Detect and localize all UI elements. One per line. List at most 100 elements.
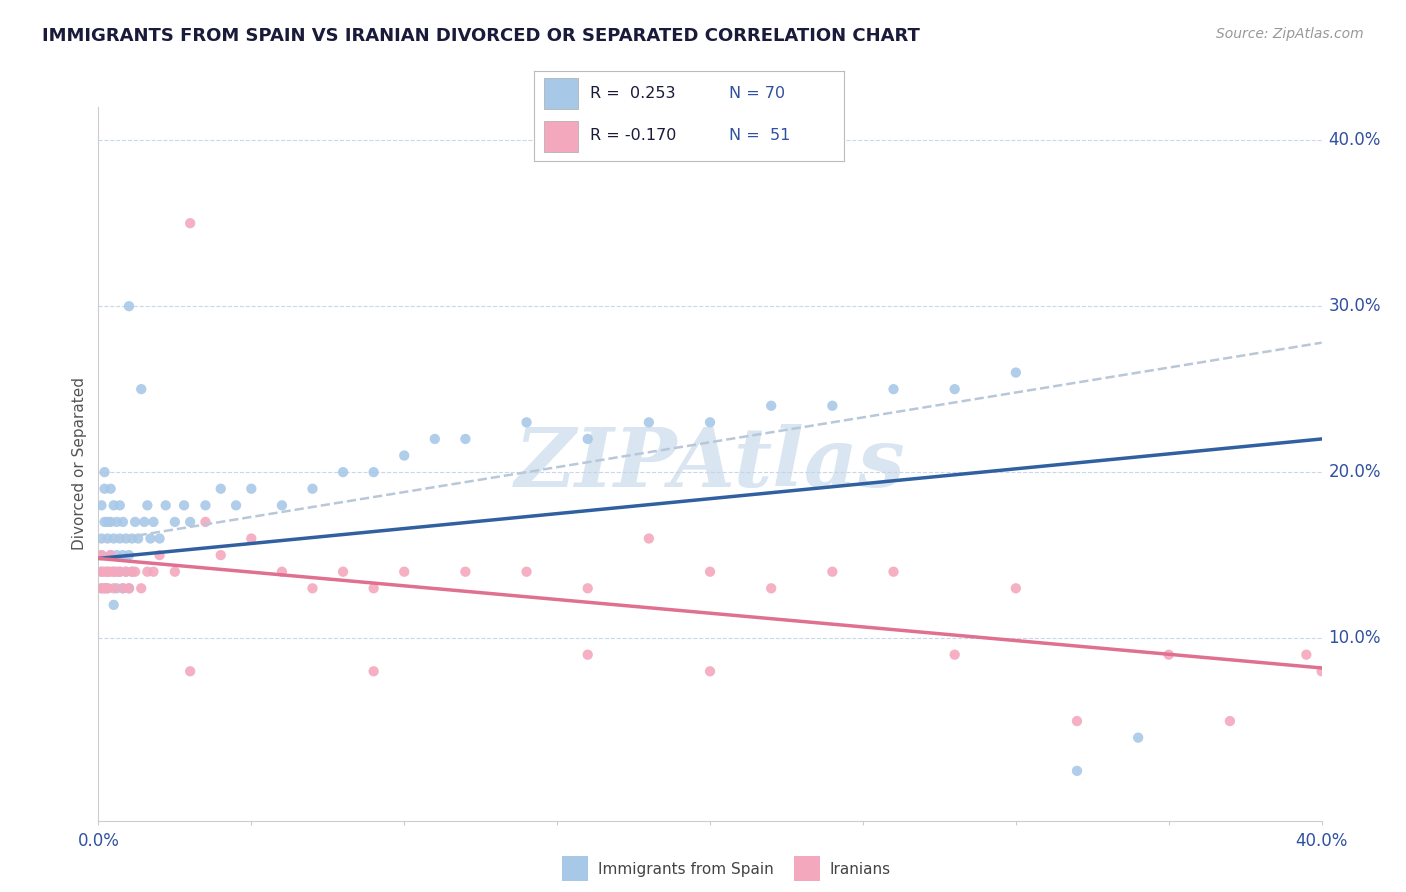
Point <box>105 515 128 529</box>
Point <box>108 565 131 579</box>
Point <box>363 665 385 679</box>
Point <box>516 415 538 429</box>
Point <box>108 532 131 546</box>
Point <box>759 399 782 413</box>
Point <box>127 532 149 546</box>
Point <box>363 465 385 479</box>
Point <box>118 299 141 313</box>
Point <box>179 665 201 679</box>
Point <box>100 482 122 496</box>
Point <box>136 565 159 579</box>
Point <box>115 565 138 579</box>
Point <box>90 582 112 596</box>
Point <box>301 582 323 596</box>
Point <box>423 432 446 446</box>
Point <box>90 565 112 579</box>
Point <box>576 432 599 446</box>
Point <box>194 515 217 529</box>
Point <box>90 499 112 513</box>
Point <box>1219 714 1241 728</box>
Point <box>1066 714 1088 728</box>
Text: R = -0.170: R = -0.170 <box>591 128 676 143</box>
Point <box>209 548 232 562</box>
Point <box>111 582 134 596</box>
Point <box>103 565 125 579</box>
Text: N = 70: N = 70 <box>730 87 786 101</box>
Text: ZIPAtlas: ZIPAtlas <box>515 424 905 504</box>
Point <box>454 565 477 579</box>
Point <box>105 565 128 579</box>
Point <box>1310 665 1333 679</box>
Point <box>100 548 122 562</box>
Point <box>225 499 247 513</box>
Point <box>105 548 128 562</box>
Point <box>90 565 112 579</box>
Point <box>1066 764 1088 778</box>
Point <box>90 548 112 562</box>
Point <box>111 582 134 596</box>
Point <box>392 449 416 463</box>
Point <box>97 582 120 596</box>
Point <box>179 515 201 529</box>
Text: R =  0.253: R = 0.253 <box>591 87 675 101</box>
Point <box>883 565 905 579</box>
Point <box>103 565 125 579</box>
Point <box>93 582 115 596</box>
Point <box>111 548 134 562</box>
Point <box>516 565 538 579</box>
Point <box>103 582 125 596</box>
Point <box>103 598 125 612</box>
Bar <box>544 78 578 109</box>
Text: Immigrants from Spain: Immigrants from Spain <box>598 863 773 877</box>
Point <box>270 565 292 579</box>
Point <box>943 382 966 396</box>
Point <box>90 532 112 546</box>
Point <box>97 565 120 579</box>
Point <box>108 565 131 579</box>
Point <box>142 515 165 529</box>
Point <box>134 515 156 529</box>
Point <box>576 648 599 662</box>
Point <box>270 499 292 513</box>
Point <box>97 532 120 546</box>
Point <box>103 532 125 546</box>
Point <box>90 548 112 562</box>
Point <box>93 565 115 579</box>
Point <box>1157 648 1180 662</box>
Point <box>97 582 120 596</box>
Point <box>90 582 112 596</box>
Bar <box>544 121 578 152</box>
Point <box>149 532 172 546</box>
Point <box>149 548 172 562</box>
Point <box>103 499 125 513</box>
Point <box>93 582 115 596</box>
Point <box>194 499 217 513</box>
Point <box>301 482 323 496</box>
Point <box>699 665 721 679</box>
Point <box>124 515 146 529</box>
Point <box>121 565 143 579</box>
Point <box>139 532 162 546</box>
Point <box>142 565 165 579</box>
Point <box>118 582 141 596</box>
Point <box>121 565 143 579</box>
Point <box>1128 731 1150 745</box>
Point <box>163 565 186 579</box>
Point <box>637 532 661 546</box>
Point <box>1004 366 1026 380</box>
Point <box>821 565 844 579</box>
Point <box>163 515 186 529</box>
Point <box>118 582 141 596</box>
Point <box>97 515 120 529</box>
Point <box>100 548 122 562</box>
Point <box>105 582 128 596</box>
Text: N =  51: N = 51 <box>730 128 790 143</box>
Point <box>1004 582 1026 596</box>
Point <box>454 432 477 446</box>
Point <box>240 482 263 496</box>
Point <box>699 415 721 429</box>
Text: Source: ZipAtlas.com: Source: ZipAtlas.com <box>1216 27 1364 41</box>
Point <box>943 648 966 662</box>
Point <box>111 515 134 529</box>
Text: 30.0%: 30.0% <box>1329 297 1381 315</box>
